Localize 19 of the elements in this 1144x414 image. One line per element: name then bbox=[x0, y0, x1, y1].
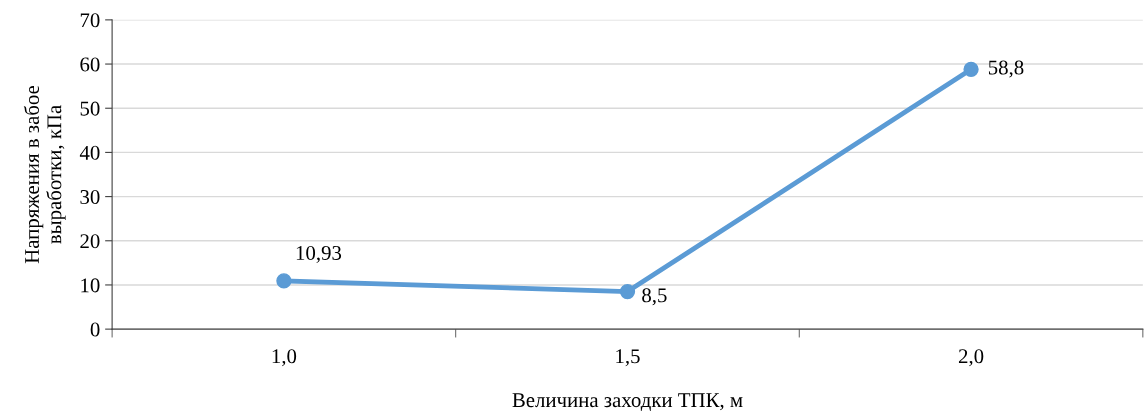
y-tick-label: 10 bbox=[81, 278, 100, 293]
data-label: 58,8 bbox=[988, 60, 1024, 78]
y-tick-label: 60 bbox=[80, 57, 100, 72]
point bbox=[963, 61, 979, 77]
y-axis-title: Напряжения в забое выработки, кПа bbox=[23, 85, 66, 264]
point bbox=[619, 283, 636, 300]
data-label: 8,5 bbox=[642, 288, 667, 306]
y-tick-label: 50 bbox=[80, 101, 100, 116]
x-tick-label: 1,5 bbox=[616, 349, 640, 367]
data-label: 10,93 bbox=[296, 245, 342, 263]
y-tick-label: 20 bbox=[80, 234, 100, 249]
x-axis-title: Величина заходки ТПК, м bbox=[512, 393, 743, 411]
y-tick-label: 70 bbox=[80, 13, 100, 28]
x-tick-label: 1,0 bbox=[272, 349, 297, 367]
y-tick-label: 40 bbox=[79, 145, 100, 160]
point bbox=[276, 273, 292, 289]
y-tick-label: 0 bbox=[90, 322, 100, 337]
y-tick-label: 30 bbox=[80, 189, 100, 205]
x-tick-label: 2,0 bbox=[958, 349, 984, 367]
